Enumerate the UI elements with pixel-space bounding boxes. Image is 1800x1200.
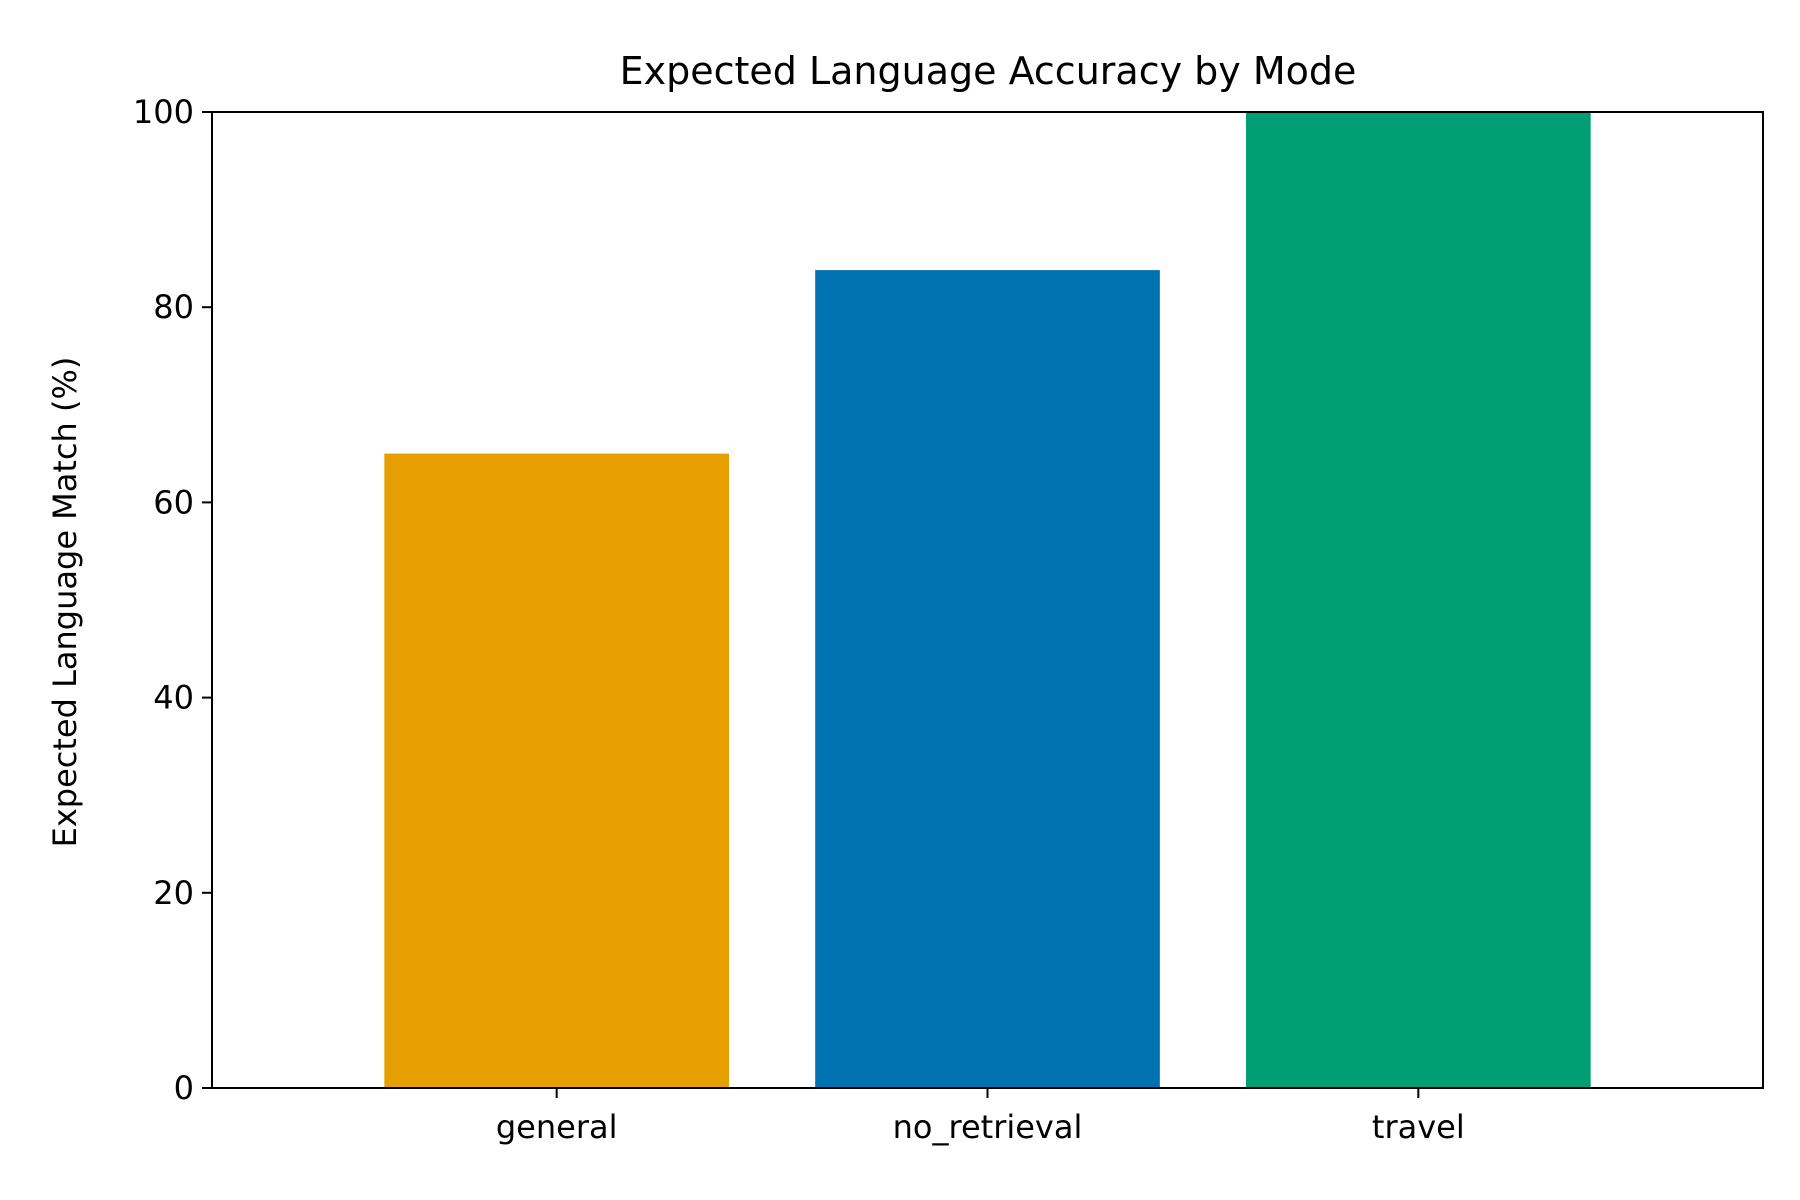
bar-no-retrieval [815,270,1160,1088]
y-axis-ticks: 0 20 40 60 80 100 [133,93,212,1107]
y-tick-label: 80 [153,288,194,326]
y-tick-label: 40 [153,679,194,717]
bars-group [384,112,1591,1089]
x-tick-label: general [496,1108,618,1146]
bar-general [384,453,729,1089]
chart-title: Expected Language Accuracy by Mode [620,49,1357,93]
x-tick-label: no_retrieval [893,1108,1083,1146]
y-tick-label: 0 [174,1069,194,1107]
y-tick-label: 100 [133,93,194,131]
y-tick-label: 20 [153,874,194,912]
y-tick-label: 60 [153,483,194,521]
y-axis-label: Expected Language Match (%) [46,357,84,848]
x-tick-label: travel [1372,1108,1465,1146]
x-axis-ticks: general no_retrieval travel [496,1088,1465,1146]
plot-area-frame [211,111,1764,1089]
bar-travel [1246,112,1591,1088]
